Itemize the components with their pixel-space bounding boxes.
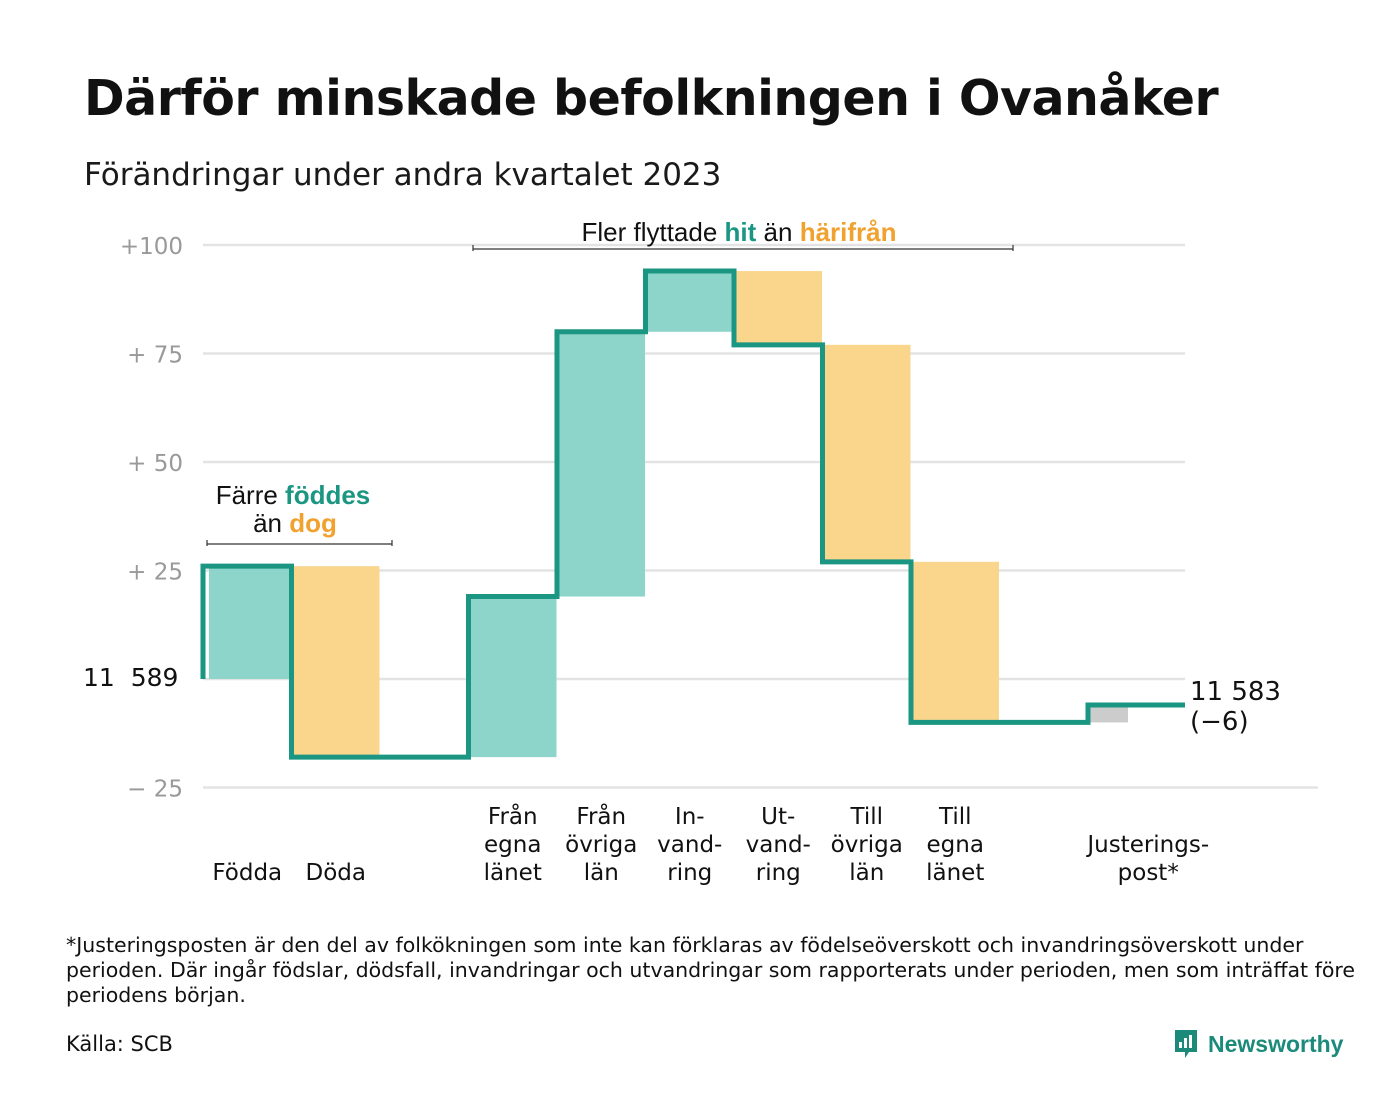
y-axis-ticks: +100 + 75 + 50 + 25 − 25	[120, 234, 183, 803]
migration-annotation: Fler flyttade hit än härifrån	[472, 217, 1014, 251]
running-total-line-path	[200, 268, 1185, 760]
bars	[209, 271, 1128, 758]
running-total-line	[200, 268, 1185, 760]
category-label: Till	[849, 804, 883, 830]
category-label: Justerings-	[1085, 832, 1209, 858]
deaths-annotation-highlight: dog	[289, 508, 337, 538]
svg-text:Färre föddes: Färre föddes	[216, 480, 371, 510]
end-value-label: 11 583	[1190, 677, 1281, 707]
page-subtitle: Förändringar under andra kvartalet 2023	[84, 157, 722, 193]
category-labels: Födda DödaFrånegnalänetFrånövrigalänIn-va…	[212, 802, 1209, 886]
category-label: Döda	[306, 860, 366, 886]
svg-text:Fler flyttade hit än härifrån: Fler flyttade hit än härifrån	[581, 217, 896, 247]
svg-text:än dog: än dog	[253, 508, 337, 538]
migration-bracket	[472, 245, 1014, 251]
footnote: *Justeringsposten är den del av folkökni…	[66, 933, 1355, 1007]
category-label: län	[584, 860, 619, 886]
migration-annotation-prefix: Fler flyttade	[581, 217, 724, 247]
category-label: egna	[927, 832, 984, 858]
y-tick-label: − 25	[127, 777, 183, 803]
migration-annotation-middle: än	[756, 217, 799, 247]
bar-increase	[468, 596, 557, 758]
category-label: län	[849, 860, 884, 886]
category-label: vand-	[746, 832, 811, 858]
bar-increase	[645, 271, 734, 332]
category-label: Födda	[212, 860, 282, 886]
start-value-label: 11 589	[83, 663, 178, 692]
category-label: övriga	[565, 832, 637, 858]
newsworthy-logo-icon	[1175, 1030, 1197, 1058]
deaths-annotation-text: än	[253, 508, 289, 538]
y-tick-label: + 25	[127, 560, 183, 586]
category-label: post*	[1118, 860, 1179, 886]
births-deaths-annotation: Färre föddes än dog	[206, 480, 393, 546]
brand-logo: Newsworthy	[1173, 1028, 1343, 1060]
bar-decrease	[911, 561, 999, 723]
births-annotation-text: Färre	[216, 480, 285, 510]
category-label: vand-	[657, 832, 722, 858]
category-label: In-	[675, 804, 705, 830]
category-label: länet	[484, 860, 542, 886]
source-label: Källa: SCB	[66, 1032, 173, 1056]
migration-annotation-hit: hit	[725, 217, 757, 247]
end-change-label: (−6)	[1190, 707, 1249, 737]
y-tick-label: + 75	[127, 343, 183, 369]
y-tick-label: + 50	[127, 451, 183, 477]
category-label: Ut-	[761, 804, 795, 830]
bar-decrease	[822, 344, 911, 562]
migration-annotation-harifran: härifrån	[800, 217, 897, 247]
category-label: övriga	[831, 832, 903, 858]
category-label: ring	[756, 860, 801, 886]
category-label: Från	[576, 802, 626, 830]
brand-name: Newsworthy	[1208, 1030, 1344, 1057]
births-annotation-highlight: föddes	[285, 480, 370, 510]
category-label: Från	[488, 802, 538, 830]
y-tick-label: +100	[120, 234, 183, 260]
bar-increase	[557, 331, 645, 597]
bar-adjustment	[1088, 705, 1128, 723]
category-label: Till	[938, 804, 972, 830]
births-deaths-bracket	[206, 540, 393, 546]
page-title: Därför minskade befolkningen i Ovanåker	[84, 70, 1219, 127]
category-label: ring	[667, 860, 712, 886]
bar-increase	[209, 566, 291, 679]
bar-decrease	[734, 271, 822, 345]
bar-decrease	[291, 566, 380, 758]
category-label: länet	[926, 860, 984, 886]
category-label: egna	[484, 832, 541, 858]
